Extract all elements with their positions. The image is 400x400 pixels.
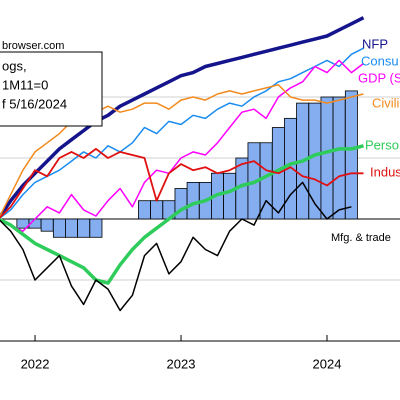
series-label: GDP (S xyxy=(358,70,400,85)
series-line xyxy=(0,47,364,219)
x-tick-label: 2024 xyxy=(313,356,342,371)
series-label: Consu xyxy=(361,53,399,68)
bar xyxy=(138,200,151,220)
annotation-box xyxy=(0,51,103,127)
bar xyxy=(150,200,164,220)
source-text: browser.com xyxy=(2,40,64,52)
overlay: NFP Consu GDP (S Civili Perso Indus Mfg. & tra… xyxy=(0,36,400,371)
series-line xyxy=(0,181,352,312)
bar xyxy=(223,172,237,220)
bar xyxy=(332,96,346,220)
series-label: NFP xyxy=(362,36,388,51)
bar xyxy=(89,218,103,238)
series-label: Indus xyxy=(370,164,400,179)
annotation-text: ogs, xyxy=(2,58,27,73)
x-tick-label: 2022 xyxy=(21,356,50,371)
bar xyxy=(320,96,334,220)
bar xyxy=(77,218,91,238)
bar xyxy=(186,181,200,220)
series-line xyxy=(0,16,365,220)
series-line xyxy=(0,59,364,232)
series-line xyxy=(0,148,364,219)
bar xyxy=(344,90,358,220)
series-label: Mfg. & trade xyxy=(331,232,391,244)
series-line xyxy=(0,84,364,218)
plot-area xyxy=(0,16,400,312)
series-label: Civili xyxy=(372,95,400,110)
series-label: Perso xyxy=(365,137,399,152)
annotation-text: f 5/16/2024 xyxy=(2,96,67,111)
x-tick-label: 2023 xyxy=(167,356,196,371)
bar xyxy=(40,218,54,232)
annotation-text: 1M11=0 xyxy=(2,77,48,92)
bar xyxy=(65,218,78,238)
bar xyxy=(308,102,322,220)
bar xyxy=(52,218,66,238)
